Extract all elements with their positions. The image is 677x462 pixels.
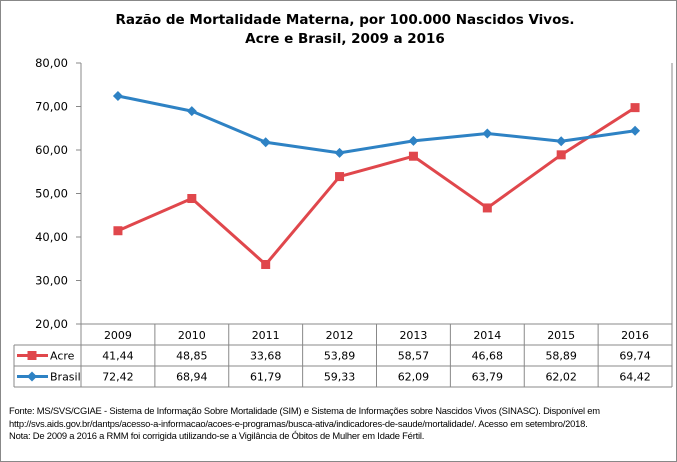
legend-marker-brasil — [27, 371, 37, 382]
data-point-brasil — [630, 125, 641, 136]
footnote-source: Fonte: MS/SVS/CGIAE - Sistema de Informa… — [9, 405, 600, 416]
data-point-acre — [556, 150, 566, 160]
data-point-brasil — [260, 137, 271, 148]
data-point-brasil — [186, 106, 197, 117]
table-cell-acre: 33,68 — [250, 350, 282, 363]
table-cell-acre: 58,57 — [398, 350, 430, 363]
x-tick-label: 2009 — [104, 329, 132, 342]
data-point-acre — [335, 172, 345, 182]
legend-label: Acre — [50, 350, 75, 363]
footnote-url: http://svs.aids.gov.br/dantps/acesso-a-i… — [9, 417, 588, 429]
chart-title: Razão de Mortalidade Materna, por 100.00… — [115, 12, 574, 28]
table-cell-acre: 41,44 — [102, 350, 134, 363]
x-tick-label: 2016 — [621, 329, 649, 342]
table-cell-brasil: 68,94 — [176, 371, 208, 384]
table-cell-acre: 58,89 — [545, 350, 577, 363]
x-tick-label: 2011 — [252, 329, 280, 342]
data-point-brasil — [556, 136, 567, 147]
table-cell-acre: 48,85 — [176, 350, 208, 363]
data-point-acre — [482, 203, 492, 213]
legend-label: Brasil — [50, 371, 81, 384]
x-tick-label: 2010 — [178, 329, 206, 342]
table-cell-brasil: 72,42 — [102, 371, 134, 384]
y-tick-label: 20,00 — [35, 317, 68, 331]
y-tick-label: 80,00 — [35, 56, 68, 70]
footnote-note: Nota: De 2009 a 2016 a RMM foi corrigida… — [9, 430, 425, 441]
table-cell-acre: 53,89 — [324, 350, 356, 363]
data-point-acre — [630, 103, 640, 113]
footnote: Fonte: MS/SVS/CGIAE - Sistema de Informa… — [9, 405, 600, 443]
data-point-acre — [187, 194, 197, 204]
y-tick-label: 50,00 — [35, 187, 68, 201]
table-cell-brasil: 61,79 — [250, 371, 282, 384]
series-line-brasil — [117, 94, 636, 155]
data-point-brasil — [334, 147, 345, 158]
data-point-brasil — [112, 90, 123, 101]
table-cell-brasil: 59,33 — [324, 371, 356, 384]
table-cell-acre: 46,68 — [472, 350, 504, 363]
x-tick-label: 2013 — [399, 329, 427, 342]
y-tick-label: 60,00 — [35, 143, 68, 157]
legend-marker-acre — [27, 351, 37, 360]
data-point-brasil — [408, 135, 419, 146]
x-tick-label: 2015 — [547, 329, 575, 342]
data-point-acre — [113, 226, 123, 236]
y-tick-label: 40,00 — [35, 230, 68, 244]
data-point-acre — [261, 259, 271, 269]
x-tick-label: 2014 — [473, 329, 501, 342]
series-line-acre — [117, 106, 636, 266]
data-point-acre — [408, 151, 418, 161]
table-cell-acre: 69,74 — [619, 350, 651, 363]
table-cell-brasil: 63,79 — [472, 371, 504, 384]
chart-subtitle: Acre e Brasil, 2009 a 2016 — [245, 31, 445, 47]
table-cell-brasil: 62,09 — [398, 371, 430, 384]
table-cell-brasil: 62,02 — [545, 371, 577, 384]
x-tick-label: 2012 — [326, 329, 354, 342]
table-cell-brasil: 64,42 — [619, 371, 651, 384]
y-tick-label: 70,00 — [35, 100, 68, 114]
y-tick-label: 30,00 — [35, 274, 68, 288]
data-point-brasil — [482, 128, 493, 139]
